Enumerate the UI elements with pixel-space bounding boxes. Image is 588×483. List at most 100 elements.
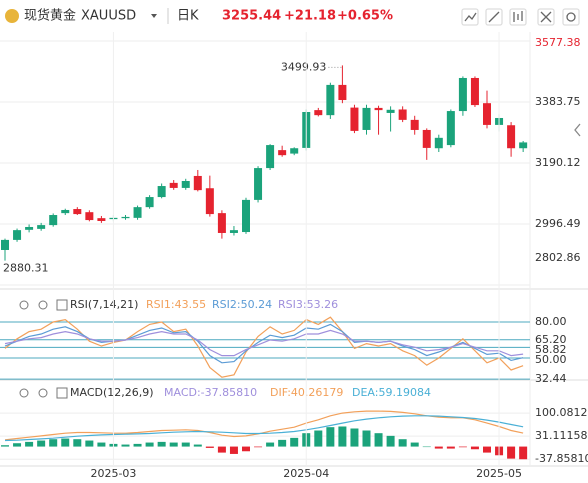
- gear-icon[interactable]: [38, 300, 48, 310]
- settings-button[interactable]: [562, 8, 580, 26]
- gear-icon[interactable]: [38, 388, 48, 398]
- candle-body: [326, 84, 335, 116]
- macd-bar: [181, 442, 190, 447]
- macd-bar: [446, 446, 455, 449]
- scroll-arrow[interactable]: [574, 123, 581, 137]
- candle-body: [157, 186, 166, 198]
- candle-body: [13, 230, 22, 240]
- indicator-icon: [464, 12, 477, 22]
- y-tick-label: 3190.12: [535, 156, 581, 169]
- macd-bar: [121, 444, 130, 447]
- period[interactable]: 日K: [177, 9, 199, 24]
- eye-icon[interactable]: [19, 300, 29, 310]
- candle-body: [314, 110, 323, 116]
- candle-body: [483, 103, 491, 125]
- macd-bar: [242, 446, 250, 452]
- low-label: 2880.31: [3, 262, 49, 275]
- indicator-button[interactable]: [461, 8, 479, 26]
- macd-bar: [61, 438, 70, 447]
- candle-body: [519, 142, 528, 149]
- settings-icon: [566, 12, 576, 22]
- y-tick-label: 80.00: [535, 315, 567, 328]
- candle-body: [350, 107, 359, 131]
- type-button[interactable]: [509, 8, 527, 26]
- draw-button[interactable]: [485, 8, 503, 26]
- candle-body: [434, 137, 443, 149]
- candle-body: [97, 218, 106, 222]
- macd-title: MACD(12,26,9): [70, 386, 154, 399]
- high-label: 3499.93: [281, 60, 327, 73]
- x-tick-label: 2025-03: [90, 467, 136, 480]
- legend-entry: RSI3:53.26: [278, 298, 338, 311]
- y-tick-label: 65.20: [535, 333, 567, 346]
- fullscreen-icon: [540, 11, 552, 23]
- macd-bar: [314, 430, 323, 447]
- y-tick-label: 2802.86: [535, 251, 581, 264]
- draw-icon: [488, 11, 500, 23]
- legend-entry: DEA:59.19084: [352, 386, 431, 399]
- macd-bar: [470, 446, 479, 450]
- candle-body: [278, 150, 287, 156]
- macd-bar: [278, 439, 287, 447]
- macd-line: [4, 415, 524, 442]
- rsi-line: [4, 316, 524, 378]
- candle-body: [386, 109, 395, 113]
- macd-bar: [266, 442, 275, 447]
- macd-bar: [25, 441, 34, 447]
- symbol[interactable]: XAUUSD: [81, 9, 136, 24]
- macd-bar: [338, 426, 347, 447]
- x-tick-label: 2025-05: [476, 467, 522, 480]
- macd-bar: [1, 445, 9, 447]
- macd-bar: [205, 446, 214, 448]
- macd-bar: [519, 446, 528, 460]
- macd-bar: [507, 446, 516, 459]
- macd-bar: [97, 442, 106, 447]
- legend-entry: RSI1:43.55: [146, 298, 206, 311]
- candle-body: [229, 230, 238, 233]
- macd-bar: [290, 437, 299, 447]
- macd-bar: [374, 433, 383, 447]
- candle-body: [470, 77, 479, 106]
- candle-body: [398, 109, 407, 120]
- macd-bar: [193, 444, 202, 447]
- candle-body: [422, 129, 431, 148]
- candle-body: [507, 125, 516, 149]
- candle-body: [133, 207, 142, 218]
- candle-body: [338, 84, 347, 101]
- legend-entry: RSI2:50.24: [212, 298, 272, 311]
- candle-body: [446, 111, 455, 146]
- macd-bar: [133, 443, 142, 447]
- candle-body: [458, 77, 467, 112]
- candle-body: [73, 209, 82, 215]
- candle-body: [205, 188, 214, 215]
- instrument-name[interactable]: 现货黄金: [24, 8, 76, 24]
- y-tick-label: 31.11158: [535, 429, 588, 442]
- candle-body: [169, 182, 178, 188]
- macd-bar: [350, 428, 359, 447]
- macd-bar: [254, 446, 263, 448]
- macd-bar: [85, 440, 94, 447]
- candle-body: [290, 148, 299, 154]
- macd-bar: [13, 443, 22, 447]
- candle-body: [181, 180, 190, 188]
- y-tick-label: 50.00: [535, 353, 567, 366]
- y-tick-label: -37.85810: [535, 452, 588, 465]
- macd-bar: [422, 446, 431, 448]
- candle-body: [266, 145, 275, 169]
- candle-body: [193, 175, 202, 191]
- candle-body: [242, 199, 250, 233]
- type-icon: [513, 11, 523, 22]
- box-icon[interactable]: [56, 299, 68, 311]
- candle-body: [1, 239, 9, 250]
- candle-body: [25, 226, 34, 230]
- macd-bar: [229, 446, 238, 454]
- box-icon[interactable]: [56, 387, 68, 399]
- fullscreen-button[interactable]: [537, 8, 555, 26]
- eye-icon[interactable]: [19, 388, 29, 398]
- macd-bar: [49, 439, 58, 447]
- candle-body: [217, 213, 226, 233]
- candle-body: [85, 212, 94, 221]
- dropdown-arrow[interactable]: [151, 14, 157, 18]
- macd-bar: [434, 446, 443, 449]
